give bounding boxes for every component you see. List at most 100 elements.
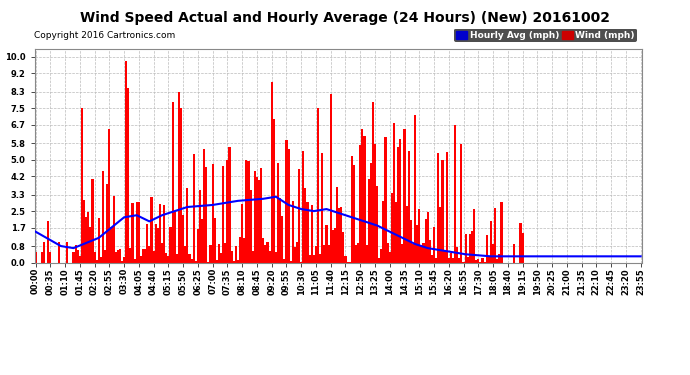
Bar	[256, 177, 258, 262]
Bar	[235, 246, 237, 262]
Bar	[444, 251, 446, 262]
Bar	[138, 202, 140, 262]
Bar	[406, 206, 408, 262]
Bar	[155, 224, 157, 262]
Bar	[448, 258, 450, 262]
Bar	[176, 254, 178, 262]
Bar	[152, 251, 155, 262]
Bar	[494, 208, 496, 262]
Bar	[319, 254, 322, 262]
Bar	[241, 204, 243, 262]
Bar	[382, 201, 384, 262]
Bar	[393, 123, 395, 262]
Bar	[186, 188, 188, 262]
Bar	[170, 227, 172, 262]
Bar	[98, 218, 100, 262]
Bar	[370, 163, 372, 262]
Bar	[233, 261, 235, 262]
Bar	[466, 258, 469, 262]
Bar	[208, 261, 210, 262]
Bar	[368, 178, 370, 262]
Bar	[43, 242, 45, 262]
Bar	[498, 254, 500, 262]
Bar	[277, 163, 279, 262]
Bar	[125, 61, 127, 262]
Bar	[294, 248, 296, 262]
Bar	[237, 260, 239, 262]
Bar	[49, 252, 51, 262]
Bar	[222, 166, 224, 262]
Bar	[315, 246, 317, 262]
Bar	[180, 108, 182, 262]
Bar	[115, 252, 117, 262]
Bar	[172, 102, 174, 262]
Bar	[248, 161, 250, 262]
Bar	[500, 202, 502, 262]
Bar	[282, 216, 284, 262]
Bar	[91, 179, 94, 262]
Bar	[89, 226, 91, 262]
Bar	[477, 259, 480, 262]
Bar	[66, 242, 68, 262]
Bar	[359, 145, 362, 262]
Bar	[123, 258, 125, 262]
Bar	[224, 243, 226, 262]
Bar	[475, 260, 477, 262]
Bar	[279, 198, 282, 262]
Bar	[420, 246, 422, 262]
Bar	[258, 180, 260, 262]
Bar	[384, 137, 386, 262]
Bar	[182, 215, 184, 262]
Bar	[456, 247, 458, 262]
Bar	[391, 193, 393, 262]
Bar	[226, 160, 228, 262]
Bar	[298, 169, 300, 262]
Bar	[328, 245, 330, 262]
Bar	[378, 258, 380, 262]
Bar	[85, 217, 87, 262]
Bar	[290, 261, 292, 262]
Bar	[324, 245, 326, 262]
Bar	[250, 190, 252, 262]
Bar	[58, 242, 60, 262]
Bar	[244, 238, 246, 262]
Bar	[446, 153, 448, 262]
Text: Wind Speed Actual and Hourly Average (24 Hours) (New) 20161002: Wind Speed Actual and Hourly Average (24…	[80, 11, 610, 25]
Bar	[388, 252, 391, 262]
Bar	[77, 250, 79, 262]
Bar	[452, 258, 454, 262]
Bar	[72, 252, 75, 262]
Bar	[275, 252, 277, 262]
Bar	[159, 204, 161, 262]
Bar	[412, 244, 414, 262]
Bar	[372, 102, 374, 262]
Bar	[146, 224, 148, 262]
Bar	[284, 259, 286, 262]
Bar	[206, 167, 208, 262]
Bar	[83, 200, 85, 262]
Bar	[216, 260, 218, 262]
Bar	[513, 244, 515, 262]
Bar	[47, 221, 49, 262]
Bar	[100, 257, 102, 262]
Bar	[264, 244, 266, 262]
Bar	[400, 139, 402, 262]
Bar	[458, 258, 460, 262]
Bar	[108, 129, 110, 262]
Bar	[199, 190, 201, 262]
Bar	[380, 249, 382, 262]
Bar	[266, 242, 268, 262]
Bar	[230, 251, 233, 262]
Bar	[376, 186, 378, 262]
Bar	[338, 207, 340, 262]
Bar	[410, 220, 412, 262]
Bar	[454, 125, 456, 262]
Bar	[486, 235, 488, 262]
Bar	[464, 234, 466, 262]
Bar	[424, 219, 426, 262]
Bar	[397, 147, 400, 262]
Bar	[96, 260, 98, 262]
Bar	[496, 260, 498, 262]
Bar	[408, 152, 410, 262]
Bar	[246, 160, 248, 262]
